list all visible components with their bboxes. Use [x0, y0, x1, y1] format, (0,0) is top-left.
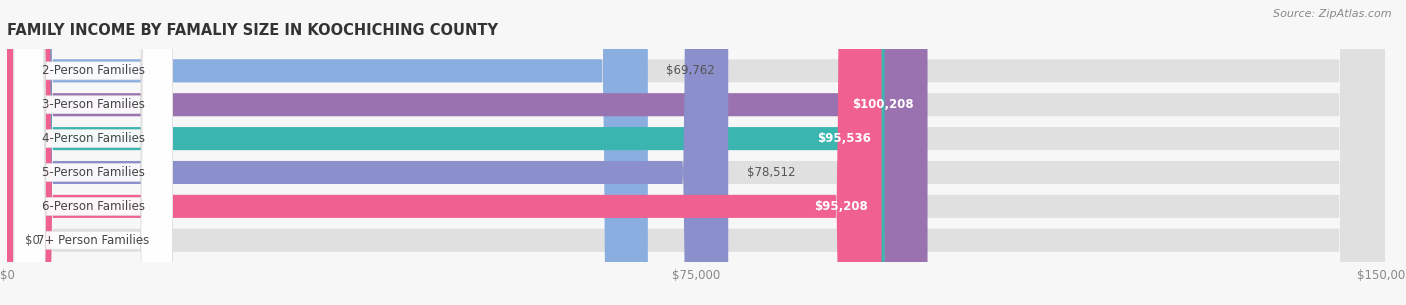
- Text: $100,208: $100,208: [852, 98, 914, 111]
- FancyBboxPatch shape: [14, 0, 173, 305]
- FancyBboxPatch shape: [7, 0, 928, 305]
- Text: 7+ Person Families: 7+ Person Families: [37, 234, 149, 247]
- Text: $69,762: $69,762: [666, 64, 716, 77]
- Text: 4-Person Families: 4-Person Families: [42, 132, 145, 145]
- FancyBboxPatch shape: [14, 0, 173, 305]
- Text: 2-Person Families: 2-Person Families: [42, 64, 145, 77]
- FancyBboxPatch shape: [7, 0, 1385, 305]
- FancyBboxPatch shape: [14, 0, 173, 305]
- FancyBboxPatch shape: [7, 0, 882, 305]
- FancyBboxPatch shape: [7, 0, 1385, 305]
- Text: $0: $0: [25, 234, 41, 247]
- FancyBboxPatch shape: [7, 0, 1385, 305]
- Text: $95,208: $95,208: [814, 200, 868, 213]
- Text: $95,536: $95,536: [817, 132, 870, 145]
- Text: 5-Person Families: 5-Person Families: [42, 166, 145, 179]
- FancyBboxPatch shape: [14, 0, 173, 305]
- Text: Source: ZipAtlas.com: Source: ZipAtlas.com: [1274, 9, 1392, 19]
- FancyBboxPatch shape: [7, 0, 648, 305]
- Text: 3-Person Families: 3-Person Families: [42, 98, 145, 111]
- FancyBboxPatch shape: [7, 0, 1385, 305]
- FancyBboxPatch shape: [7, 0, 1385, 305]
- Text: FAMILY INCOME BY FAMALIY SIZE IN KOOCHICHING COUNTY: FAMILY INCOME BY FAMALIY SIZE IN KOOCHIC…: [7, 23, 498, 38]
- FancyBboxPatch shape: [7, 0, 728, 305]
- Text: $78,512: $78,512: [747, 166, 796, 179]
- Text: 6-Person Families: 6-Person Families: [42, 200, 145, 213]
- FancyBboxPatch shape: [7, 0, 1385, 305]
- FancyBboxPatch shape: [14, 0, 173, 305]
- FancyBboxPatch shape: [7, 0, 884, 305]
- FancyBboxPatch shape: [14, 0, 173, 305]
